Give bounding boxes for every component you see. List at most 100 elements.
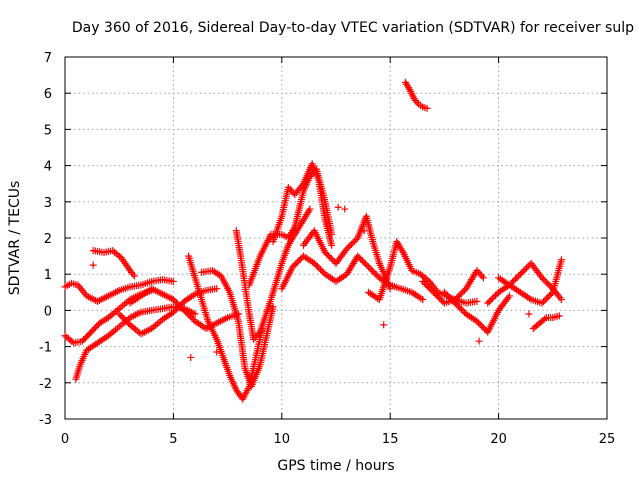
- data-point: [492, 291, 500, 299]
- x-tick-label: 0: [61, 432, 69, 447]
- data-point: [478, 272, 486, 280]
- x-tick-label: 10: [274, 432, 291, 447]
- data-point: [174, 300, 182, 308]
- data-point: [544, 280, 552, 288]
- data-point: [354, 252, 362, 260]
- data-point: [473, 317, 481, 325]
- y-tick-label: 0: [44, 304, 52, 319]
- grid: [65, 57, 607, 419]
- y-tick-label: 4: [44, 160, 52, 175]
- data-point: [541, 296, 549, 304]
- data-point: [425, 284, 433, 292]
- data-point: [476, 320, 484, 328]
- y-tick-label: -1: [39, 341, 52, 356]
- data-point: [538, 274, 546, 282]
- data-point: [172, 299, 180, 307]
- data-point: [187, 353, 195, 361]
- data-point: [481, 325, 489, 333]
- data-point: [326, 253, 334, 261]
- data-point: [525, 310, 533, 318]
- data-point: [519, 267, 527, 275]
- data-point: [372, 271, 380, 279]
- data-point: [475, 337, 483, 345]
- data-point: [290, 261, 298, 269]
- data-point: [380, 321, 388, 329]
- data-point: [442, 290, 450, 298]
- data-point: [355, 254, 363, 262]
- data-point: [445, 293, 453, 301]
- data-point: [538, 299, 546, 307]
- data-point: [365, 263, 373, 271]
- data-point: [361, 260, 369, 268]
- data-point: [513, 273, 521, 281]
- data-point: [518, 269, 526, 277]
- data-point: [543, 295, 551, 303]
- data-point: [315, 264, 323, 272]
- data-point: [118, 313, 126, 321]
- data-point: [347, 240, 355, 248]
- data-point: [169, 277, 177, 285]
- data-point: [423, 104, 431, 112]
- data-point: [366, 265, 374, 273]
- data-point: [457, 305, 465, 313]
- y-tick-label: 2: [44, 232, 52, 247]
- data-point: [324, 252, 332, 260]
- data-point: [346, 242, 354, 250]
- data-point: [456, 291, 464, 299]
- data-point: [352, 236, 360, 244]
- data-points: [61, 78, 565, 403]
- data-point: [541, 277, 549, 285]
- data-point: [453, 301, 461, 309]
- data-point: [293, 258, 301, 266]
- x-tick-label: 20: [490, 432, 507, 447]
- data-point: [171, 307, 179, 315]
- data-point: [360, 258, 368, 266]
- data-point: [540, 298, 548, 306]
- data-point: [358, 257, 366, 265]
- data-point: [169, 308, 177, 316]
- data-point: [371, 269, 379, 277]
- data-point: [474, 319, 482, 327]
- data-point: [124, 319, 132, 327]
- data-point: [476, 270, 484, 278]
- data-point: [213, 285, 221, 293]
- data-point: [288, 187, 296, 195]
- y-tick-label: 5: [44, 123, 52, 138]
- data-point: [295, 257, 303, 265]
- y-tick-label: 7: [44, 51, 52, 66]
- data-point: [289, 263, 297, 271]
- data-point: [488, 295, 496, 303]
- data-point: [186, 313, 194, 321]
- x-tick-label: 25: [599, 432, 616, 447]
- data-point: [306, 205, 314, 213]
- data-point: [473, 297, 481, 305]
- x-tick-label: 15: [382, 432, 399, 447]
- data-point: [450, 298, 458, 306]
- data-point: [313, 262, 321, 270]
- data-point: [459, 307, 467, 315]
- data-point: [312, 261, 320, 269]
- data-point: [448, 296, 456, 304]
- data-point: [453, 294, 461, 302]
- y-axis-label: SDTVAR / TECUs: [7, 181, 23, 296]
- data-point: [478, 322, 486, 330]
- data-point: [515, 272, 523, 280]
- y-tick-label: 6: [44, 87, 52, 102]
- data-point: [188, 314, 196, 322]
- data-point: [117, 312, 125, 320]
- data-point: [547, 290, 555, 298]
- data-point: [351, 237, 359, 245]
- data-point: [479, 323, 487, 331]
- data-point: [363, 261, 371, 269]
- data-point: [433, 291, 441, 299]
- data-point: [479, 274, 487, 282]
- data-point: [505, 292, 513, 300]
- data-point: [454, 302, 462, 310]
- data-point: [522, 264, 530, 272]
- data-point: [327, 255, 335, 263]
- data-point: [185, 311, 193, 319]
- data-point: [557, 296, 565, 304]
- data-point: [180, 306, 188, 314]
- data-point: [341, 205, 349, 213]
